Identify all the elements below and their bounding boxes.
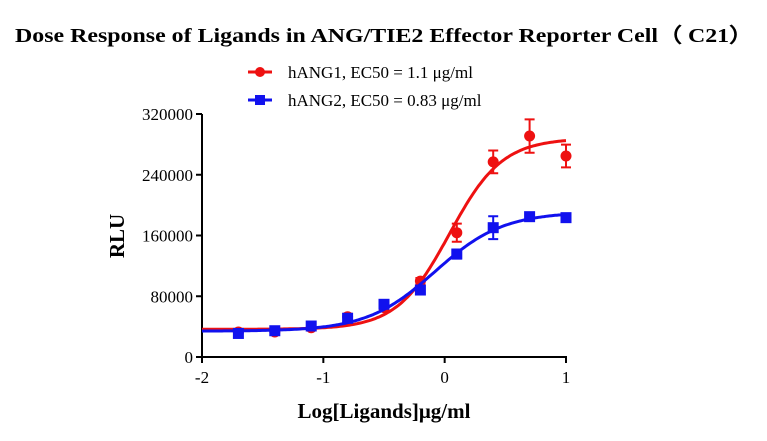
x-tick-label: -1: [316, 368, 330, 387]
legend-item-hang2: hANG2, EC50 = 0.83 μg/ml: [248, 91, 482, 110]
data-point-hang1: [451, 227, 463, 239]
data-point-hang2: [378, 298, 390, 310]
data-point-hang2: [232, 327, 244, 339]
y-axis-label: RLU: [105, 214, 129, 258]
y-tick-label: 0: [185, 348, 194, 367]
data-point-hang1: [524, 130, 536, 142]
legend-label-hang2: hANG2, EC50 = 0.83 μg/ml: [288, 91, 482, 110]
y-tick-label: 160000: [142, 227, 193, 246]
legend-marker-hang1: [255, 67, 265, 77]
y-tick-label: 240000: [142, 166, 193, 185]
legend-item-hang1: hANG1, EC50 = 1.1 μg/ml: [248, 63, 473, 82]
x-axis-label: Log[Ligands]μg/ml: [298, 399, 471, 423]
plot-area: [201, 118, 572, 339]
legend-label-hang1: hANG1, EC50 = 1.1 μg/ml: [288, 63, 473, 82]
data-point-hang2: [451, 248, 463, 260]
legend-marker-hang2: [255, 95, 265, 105]
data-point-hang2: [524, 211, 536, 223]
data-point-hang2: [560, 212, 572, 224]
legend: hANG1, EC50 = 1.1 μg/ml hANG2, EC50 = 0.…: [248, 63, 482, 110]
data-point-hang2: [342, 312, 354, 324]
data-point-hang2: [487, 222, 499, 234]
data-point-hang2: [305, 320, 317, 332]
x-tick-label: -2: [195, 368, 209, 387]
y-tick-label: 80000: [151, 287, 194, 306]
x-tick-label: 0: [440, 368, 449, 387]
y-ticks: 0 80000 160000 240000 320000: [142, 105, 202, 367]
data-point-hang1: [487, 156, 499, 168]
data-point-hang2: [414, 284, 426, 296]
series-hang2: [201, 211, 572, 339]
data-point-hang1: [560, 150, 572, 162]
x-tick-label: 1: [562, 368, 571, 387]
data-point-hang2: [269, 325, 281, 337]
y-tick-label: 320000: [142, 105, 193, 124]
data-point-hang1: [414, 275, 426, 287]
chart-title: Dose Response of Ligands in ANG/TIE2 Eff…: [15, 24, 753, 47]
x-ticks: -2 -1 0 1: [195, 357, 570, 387]
axes: [201, 114, 567, 358]
